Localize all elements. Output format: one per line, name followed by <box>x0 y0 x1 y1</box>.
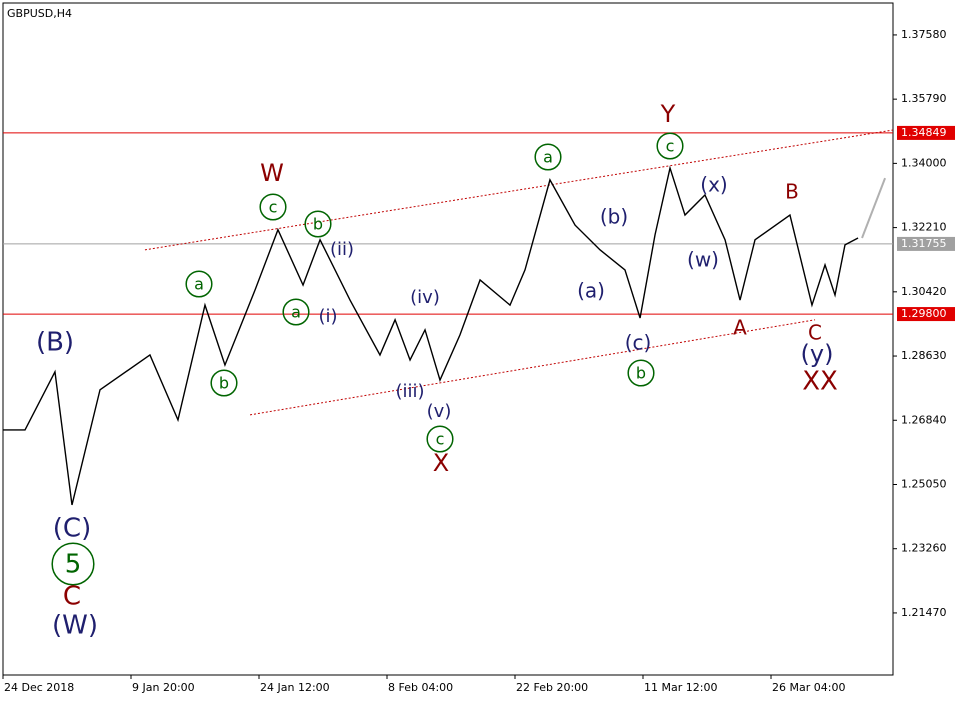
wave-label: (i) <box>318 306 337 327</box>
wave-circle <box>656 132 684 160</box>
y-tick-label: 1.35790 <box>901 92 947 105</box>
x-tick-label: 26 Mar 04:00 <box>772 681 845 694</box>
wave-label: a <box>194 275 204 294</box>
y-tick-label: 1.32210 <box>901 221 947 234</box>
price-label: 1.29800 <box>901 307 947 320</box>
wave-label: b <box>313 215 323 234</box>
price-series <box>3 165 859 506</box>
wave-label: (iv) <box>410 287 440 308</box>
channel-line <box>249 319 816 416</box>
wave-label: C <box>808 321 822 345</box>
price-label: 1.31755 <box>901 237 947 250</box>
y-tick-label: 1.26840 <box>901 413 947 426</box>
price-label-box <box>897 307 955 322</box>
wave-label: c <box>666 137 675 156</box>
channel-line <box>144 129 894 251</box>
y-tick-label: 1.30420 <box>901 285 947 298</box>
wave-circle <box>534 143 562 171</box>
wave-label: (B) <box>36 328 74 358</box>
y-tick-label: 1.28630 <box>901 349 947 362</box>
wave-label: (iii) <box>395 381 424 402</box>
wave-label: (a) <box>577 279 605 303</box>
wave-label: a <box>543 148 553 167</box>
y-tick-label: 1.37580 <box>901 28 947 41</box>
wave-label: (v) <box>427 401 452 422</box>
wave-circle <box>259 193 287 221</box>
wave-label: c <box>269 198 278 217</box>
price-label: 1.34849 <box>901 126 947 139</box>
wave-label: C <box>63 582 81 612</box>
price-label-box <box>897 125 955 140</box>
wave-circle <box>210 369 238 397</box>
wave-label: X <box>433 449 449 477</box>
chart-title: GBPUSD,H4 <box>7 7 72 20</box>
wave-label: (b) <box>600 205 628 229</box>
y-tick-label: 1.23260 <box>901 542 947 555</box>
wave-label: (y) <box>801 340 834 368</box>
wave-label: (C) <box>53 514 91 544</box>
wave-label: Y <box>660 100 676 128</box>
wave-label: 5 <box>65 550 82 580</box>
y-tick-label: 1.21470 <box>901 606 947 619</box>
plot-frame <box>2 2 894 676</box>
x-tick-label: 24 Jan 12:00 <box>260 681 330 694</box>
wave-label: b <box>219 374 229 393</box>
wave-circle <box>185 270 213 298</box>
wave-label: A <box>733 316 747 340</box>
wave-label: a <box>291 303 301 322</box>
wave-label: XX <box>802 367 838 397</box>
wave-label: (c) <box>625 331 652 355</box>
wave-label: (x) <box>700 173 727 197</box>
wave-label: c <box>436 430 445 449</box>
x-tick-label: 22 Feb 20:00 <box>516 681 588 694</box>
x-tick-label: 11 Mar 12:00 <box>644 681 717 694</box>
wave-label: B <box>785 180 799 204</box>
wave-label: b <box>636 364 646 383</box>
wave-circle <box>51 542 95 586</box>
x-tick-label: 24 Dec 2018 <box>4 681 74 694</box>
price-label-box <box>897 236 955 251</box>
wave-label: (w) <box>687 248 719 272</box>
wave-label: (ii) <box>330 239 354 260</box>
wave-circle <box>304 210 332 238</box>
wave-circle <box>426 425 454 453</box>
y-tick-label: 1.34000 <box>901 156 947 169</box>
x-tick-label: 8 Feb 04:00 <box>388 681 453 694</box>
wave-circle <box>627 359 655 387</box>
y-tick-label: 1.25050 <box>901 477 947 490</box>
wave-label: (W) <box>52 611 98 641</box>
x-tick-label: 9 Jan 20:00 <box>132 681 195 694</box>
wave-circle <box>282 298 310 326</box>
price-series <box>861 177 886 239</box>
wave-label: W <box>260 159 284 187</box>
